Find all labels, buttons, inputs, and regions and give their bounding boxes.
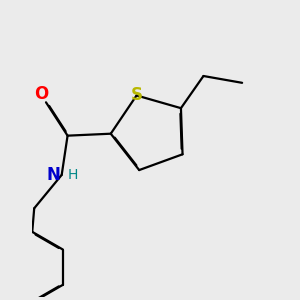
Text: N: N — [46, 166, 60, 184]
Text: O: O — [34, 85, 48, 103]
Text: H: H — [68, 168, 78, 182]
Text: S: S — [130, 86, 142, 104]
